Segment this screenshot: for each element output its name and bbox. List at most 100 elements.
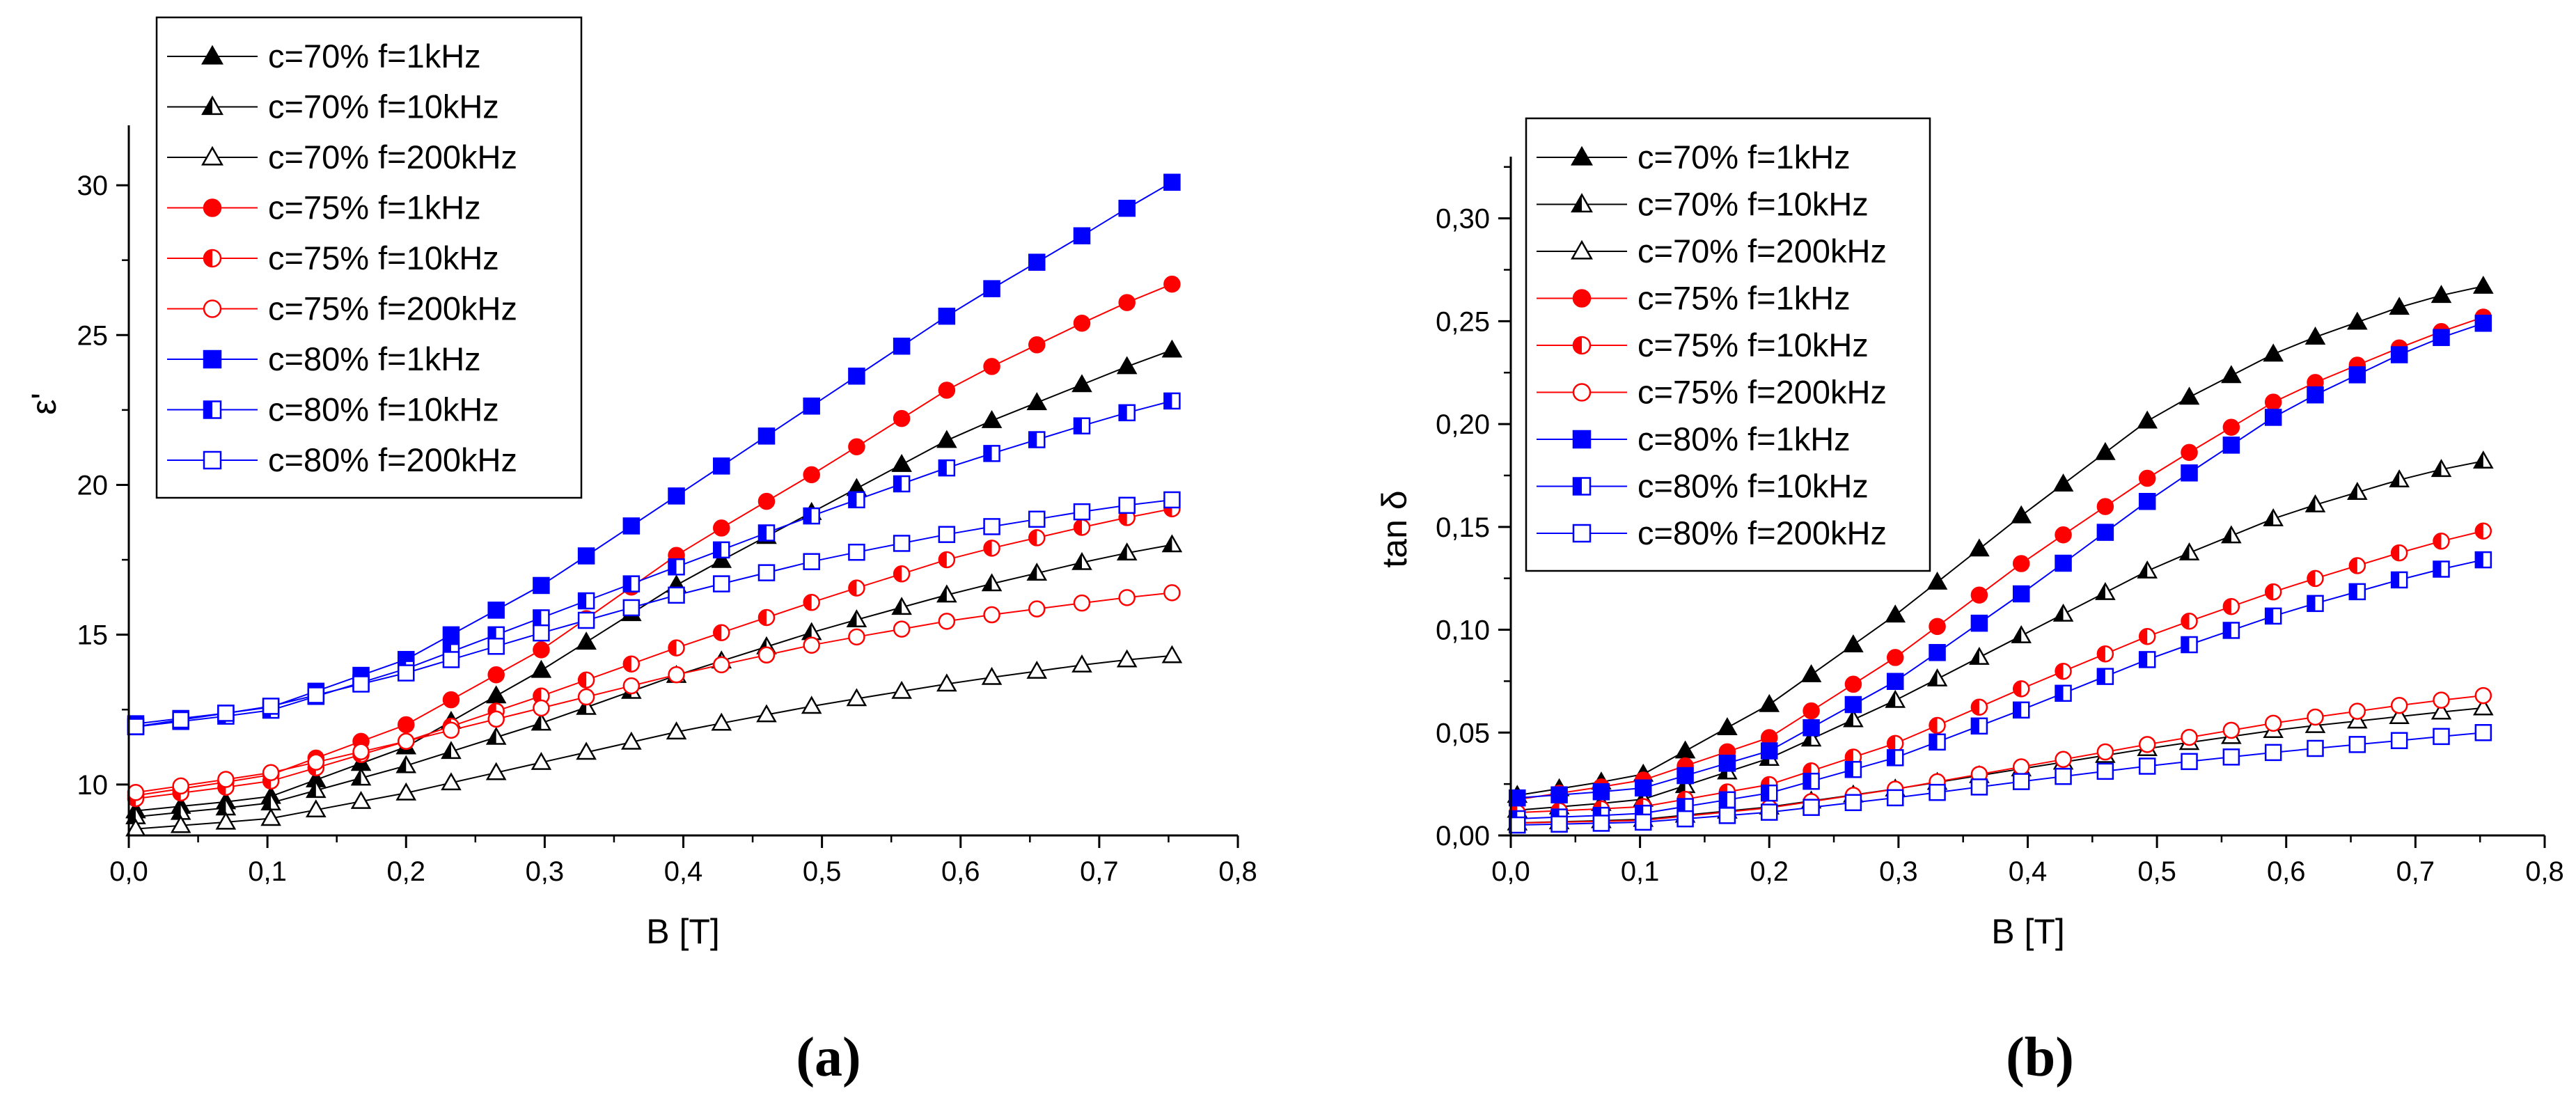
legend-label: c=70% f=1kHz bbox=[268, 38, 481, 74]
marker-square-open bbox=[803, 553, 820, 570]
marker-triangle-open bbox=[201, 146, 223, 166]
marker-triangle-open bbox=[981, 666, 1003, 685]
marker-circle-half bbox=[893, 565, 911, 583]
marker-triangle-half bbox=[2263, 508, 2284, 526]
marker-circle-full bbox=[442, 691, 460, 709]
legend-label: c=75% f=200kHz bbox=[1638, 374, 1887, 411]
marker-square-full bbox=[1676, 767, 1694, 785]
series-line bbox=[135, 499, 1172, 728]
series-line bbox=[135, 544, 1172, 818]
marker-circle-open bbox=[1163, 584, 1181, 602]
marker-circle-full bbox=[2138, 469, 2156, 487]
marker-circle-full bbox=[1886, 649, 1904, 666]
marker-circle-open bbox=[262, 764, 280, 782]
marker-square-full bbox=[2138, 493, 2156, 510]
marker-triangle-full bbox=[2304, 327, 2326, 345]
marker-circle-open bbox=[2433, 691, 2450, 709]
marker-circle-full bbox=[1803, 702, 1820, 720]
legend-entry: c=75% f=200kHz bbox=[167, 290, 517, 327]
legend-entry: c=70% f=10kHz bbox=[167, 88, 499, 125]
marker-circle-full bbox=[2096, 498, 2114, 515]
marker-triangle-half bbox=[1026, 563, 1048, 581]
marker-circle-open bbox=[1028, 600, 1046, 618]
legend-label: c=75% f=200kHz bbox=[268, 290, 517, 327]
marker-circle-open bbox=[1572, 383, 1592, 402]
marker-circle-open bbox=[2138, 736, 2156, 753]
marker-square-full bbox=[2433, 329, 2450, 347]
marker-circle-open bbox=[1073, 594, 1091, 612]
marker-triangle-open bbox=[711, 712, 732, 731]
marker-square-full bbox=[1844, 696, 1862, 714]
marker-square-open bbox=[848, 543, 865, 561]
marker-square-open bbox=[1761, 803, 1778, 821]
marker-circle-full bbox=[1163, 275, 1181, 293]
marker-square-half bbox=[2181, 636, 2198, 654]
marker-square-full bbox=[803, 398, 820, 415]
marker-triangle-open bbox=[1026, 660, 1048, 679]
y-tick-label: 0,30 bbox=[1436, 204, 1490, 235]
marker-square-open bbox=[2264, 744, 2282, 762]
marker-triangle-full bbox=[1071, 374, 1092, 393]
marker-triangle-open bbox=[215, 811, 237, 830]
marker-square-full bbox=[2012, 585, 2030, 603]
marker-square-open bbox=[1635, 813, 1652, 831]
marker-circle-full bbox=[893, 409, 911, 427]
marker-square-half bbox=[2138, 651, 2156, 668]
marker-triangle-open bbox=[306, 799, 327, 818]
marker-circle-open bbox=[2307, 708, 2324, 726]
marker-triangle-full bbox=[711, 549, 732, 568]
marker-triangle-full bbox=[2137, 410, 2158, 429]
marker-triangle-half bbox=[936, 584, 957, 603]
marker-circle-full bbox=[2181, 443, 2198, 462]
marker-circle-full bbox=[1073, 314, 1091, 332]
y-tick-label: 0,25 bbox=[1436, 306, 1490, 337]
marker-square-full bbox=[893, 337, 911, 355]
series-line bbox=[1517, 732, 2483, 826]
marker-square-full bbox=[713, 457, 730, 475]
y-tick-label: 20 bbox=[77, 470, 109, 501]
legend-entry: c=80% f=200kHz bbox=[167, 441, 517, 478]
marker-square-half bbox=[1028, 431, 1046, 448]
marker-square-half bbox=[2433, 560, 2450, 578]
marker-square-open bbox=[1844, 794, 1862, 812]
marker-circle-open bbox=[2055, 751, 2072, 769]
marker-circle-half bbox=[848, 579, 865, 597]
marker-square-full bbox=[2055, 554, 2072, 572]
marker-circle-half bbox=[1886, 734, 1904, 753]
marker-square-half bbox=[1929, 733, 1946, 751]
marker-circle-half bbox=[938, 551, 956, 569]
marker-triangle-full bbox=[1161, 339, 1183, 358]
marker-triangle-half bbox=[1969, 647, 1990, 665]
marker-square-full bbox=[622, 517, 641, 535]
legend-label: c=75% f=1kHz bbox=[268, 189, 481, 226]
marker-square-open bbox=[1718, 807, 1736, 824]
marker-circle-half bbox=[2307, 569, 2324, 588]
marker-square-full bbox=[668, 487, 685, 505]
marker-square-half bbox=[2348, 583, 2366, 601]
legend-entry: c=75% f=200kHz bbox=[1537, 374, 1887, 411]
x-tick-label: 0,3 bbox=[526, 856, 565, 887]
marker-triangle-open bbox=[485, 762, 507, 780]
marker-triangle-full bbox=[1926, 571, 1948, 590]
marker-triangle-full bbox=[2011, 505, 2032, 524]
marker-triangle-full bbox=[2052, 473, 2074, 492]
marker-circle-half bbox=[1970, 698, 1988, 716]
x-tick-label: 0,2 bbox=[386, 856, 425, 887]
legend-entry: c=70% f=1kHz bbox=[1537, 139, 1851, 175]
marker-square-half bbox=[803, 507, 820, 525]
marker-square-open bbox=[442, 651, 460, 668]
marker-circle-half bbox=[757, 608, 776, 627]
marker-circle-half bbox=[983, 540, 1000, 557]
marker-square-open bbox=[127, 718, 145, 735]
marker-square-full bbox=[983, 280, 1000, 297]
marker-triangle-half bbox=[2095, 581, 2116, 600]
marker-circle-full bbox=[1970, 586, 1988, 604]
marker-square-full bbox=[1718, 755, 1736, 772]
marker-square-open bbox=[217, 705, 235, 722]
marker-square-open bbox=[938, 526, 956, 543]
marker-triangle-half bbox=[1926, 668, 1948, 686]
marker-circle-open bbox=[668, 666, 685, 684]
marker-circle-open bbox=[2012, 758, 2030, 776]
marker-square-open bbox=[622, 599, 641, 617]
x-tick-label: 0,3 bbox=[1879, 856, 1918, 887]
